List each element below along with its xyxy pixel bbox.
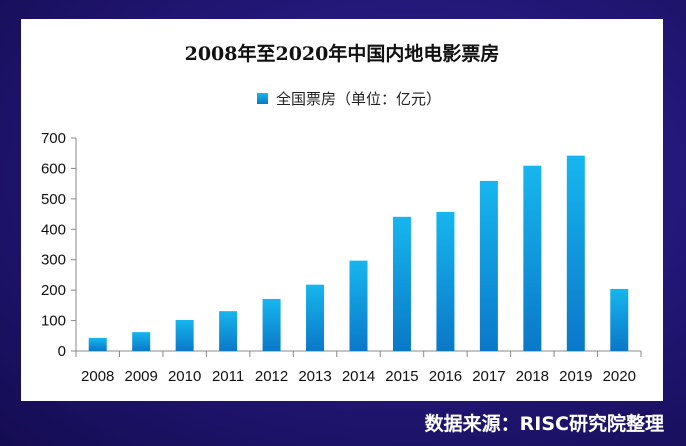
y-tick-label: 400 (41, 221, 66, 238)
x-tick-label: 2017 (472, 368, 505, 385)
bar (566, 155, 585, 351)
x-tick-label: 2012 (255, 368, 288, 385)
bar-chart: 0 100 200 300 400 500 600 700 2008 2009 2010 2011 20… (41, 130, 642, 385)
y-tick-label: 0 (58, 343, 66, 360)
x-tick-label: 2008 (81, 368, 114, 385)
bar (175, 319, 194, 351)
x-tick-label: 2014 (342, 368, 375, 385)
bar (479, 180, 498, 351)
chart-legend: 全国票房（单位：亿元） (21, 88, 663, 109)
chart-title: 2008年至2020年中国内地电影票房 (184, 43, 500, 65)
chart-panel: 2008年至2020年中国内地电影票房 全国票房（单位：亿元） 0 100 200 3… (21, 19, 663, 401)
bar (306, 284, 325, 351)
x-tick-label: 2013 (298, 368, 331, 385)
y-tick-label: 200 (41, 282, 66, 299)
y-tick-label: 700 (41, 130, 66, 147)
bar (262, 298, 281, 351)
x-tick-label: 2015 (385, 368, 418, 385)
bar (88, 337, 107, 351)
legend-label: 全国票房（单位：亿元） (275, 90, 441, 108)
bar (349, 260, 368, 351)
legend-swatch (256, 92, 268, 104)
bar (392, 216, 411, 351)
y-tick-label: 500 (41, 191, 66, 208)
x-tick-label: 2018 (516, 368, 549, 385)
x-tick-label: 2019 (559, 368, 592, 385)
x-tick-label: 2009 (125, 368, 158, 385)
x-tick-label: 2010 (168, 368, 201, 385)
bar (610, 288, 629, 351)
source-note: 数据来源：RISC研究院整理 (424, 413, 664, 435)
bar (436, 211, 455, 351)
bar (132, 332, 151, 351)
x-tick-label: 2016 (429, 368, 462, 385)
x-tick-label: 2011 (212, 368, 244, 385)
bar (219, 311, 238, 351)
y-tick-label: 600 (41, 160, 66, 177)
bar (523, 165, 542, 351)
y-tick-label: 300 (41, 252, 66, 269)
x-tick-label: 2020 (603, 368, 636, 385)
y-tick-label: 100 (41, 313, 66, 330)
